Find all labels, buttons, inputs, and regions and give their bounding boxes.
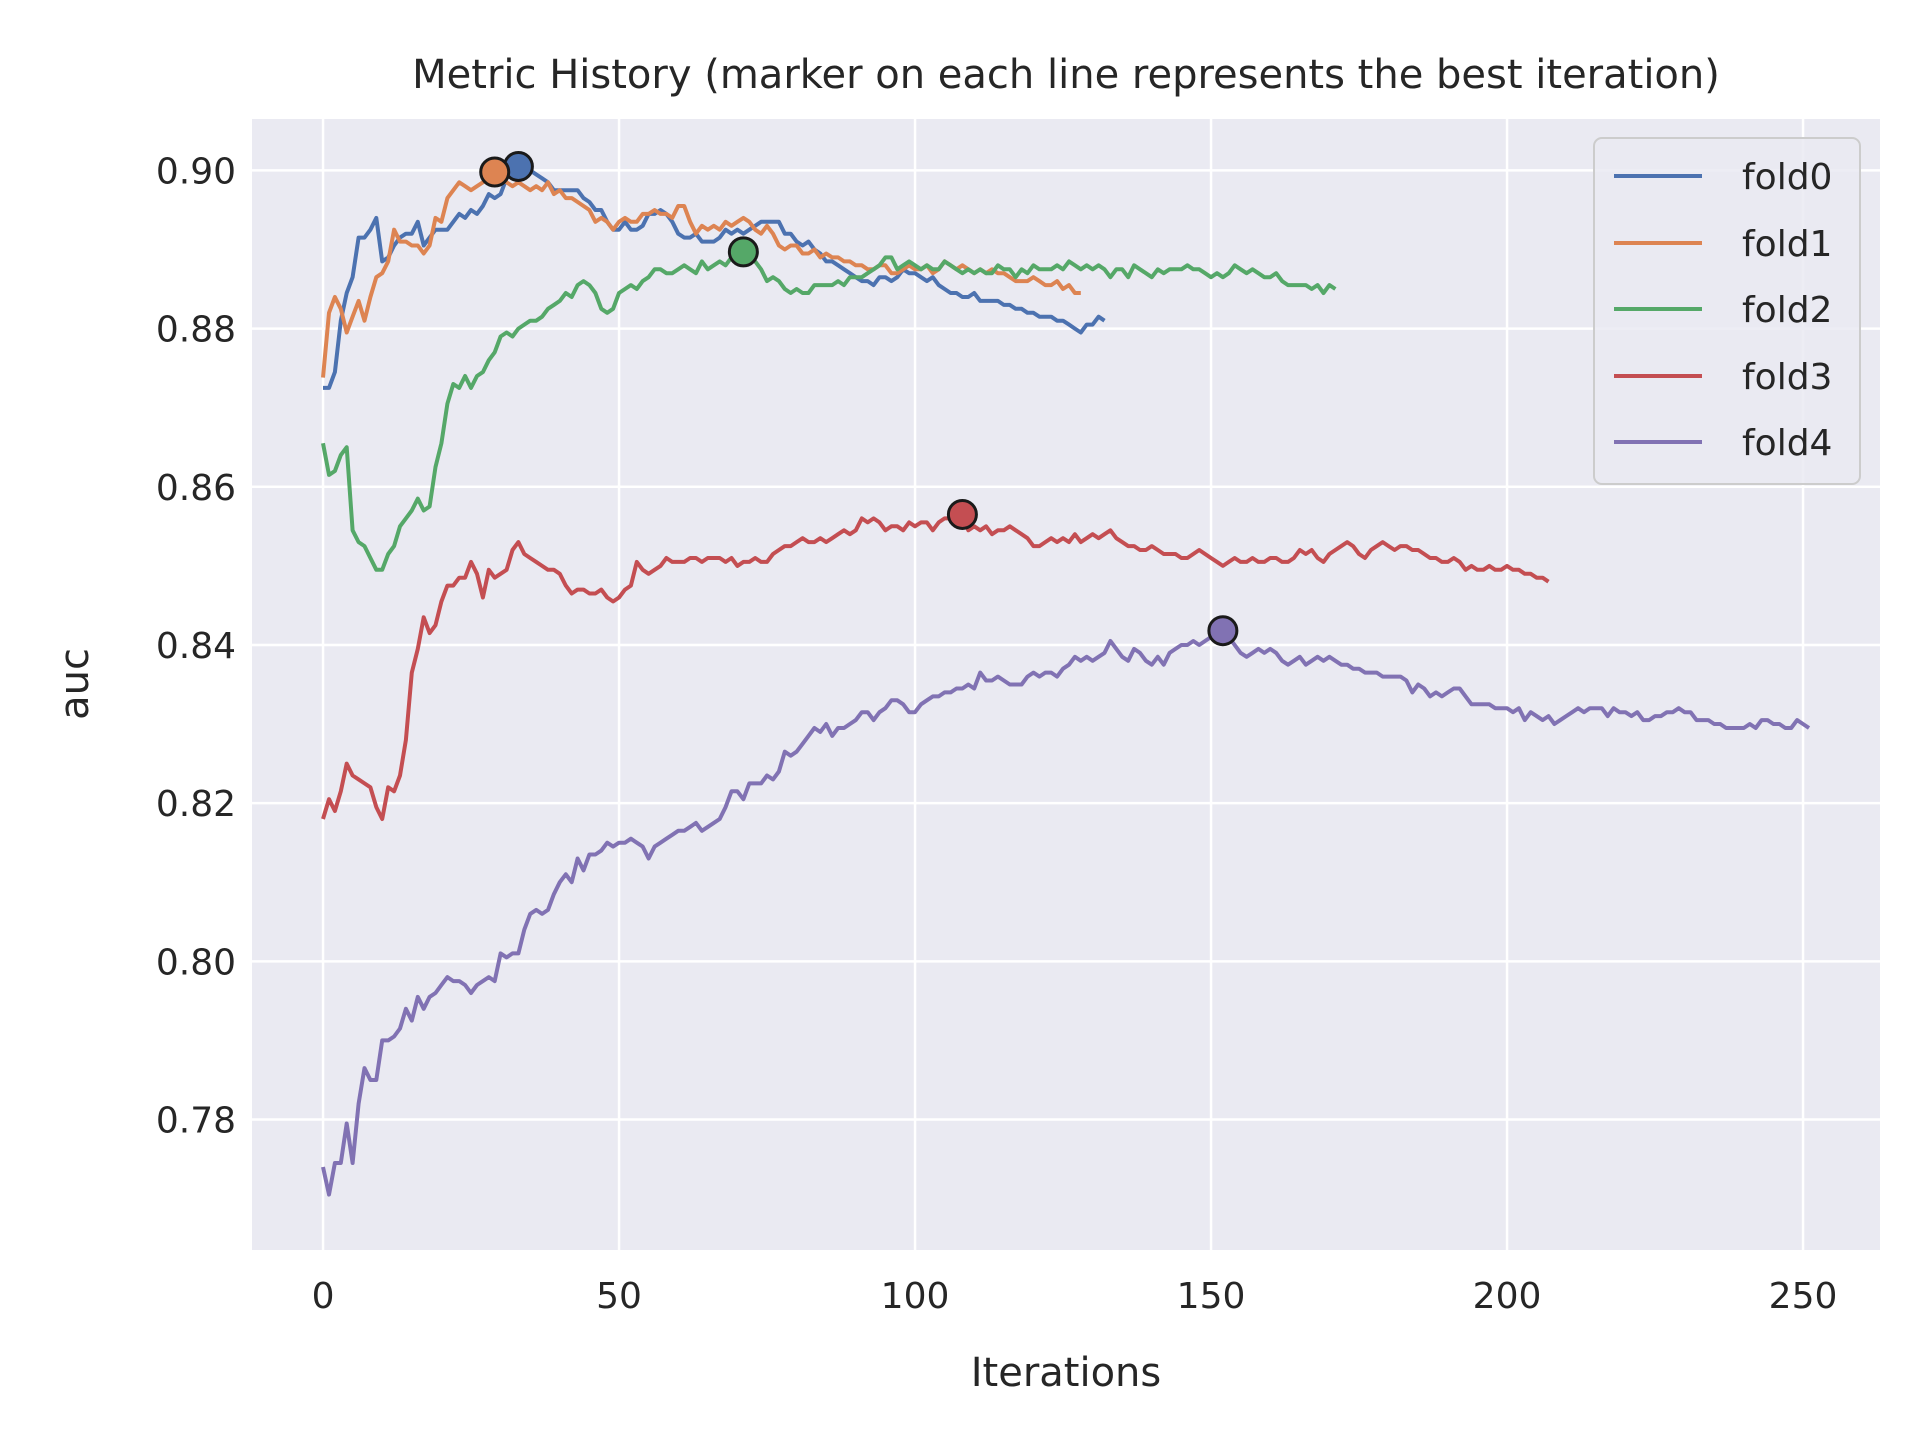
legend-label-fold1: fold1	[1742, 224, 1832, 265]
y-tick-label: 0.82	[156, 784, 236, 825]
legend-label-fold3: fold3	[1742, 357, 1832, 398]
y-tick-label: 0.80	[156, 942, 236, 983]
legend-item-fold3: fold3	[1614, 357, 1832, 398]
chart-title: Metric History (marker on each line repr…	[412, 52, 1720, 98]
lines-layer	[321, 164, 1811, 1197]
ticks-layer: 0.78 0.80 0.82 0.84 0.86 0.88 0.90 0 50 100 150 200…	[156, 151, 1838, 1317]
y-tick-label: 0.86	[156, 468, 236, 509]
y-tick-label: 0.90	[156, 151, 236, 192]
x-tick-label: 200	[1473, 1276, 1542, 1317]
best-marker-fold1	[479, 156, 511, 188]
legend-label-fold0: fold0	[1742, 157, 1832, 198]
x-tick-label: 150	[1177, 1276, 1246, 1317]
series-line-fold4	[321, 628, 1811, 1197]
x-tick-label: 0	[312, 1276, 335, 1317]
best-marker-fold3	[946, 498, 978, 530]
best-marker-fold2	[727, 236, 759, 268]
x-axis-title: Iterations	[971, 1350, 1162, 1396]
legend-item-fold0: fold0	[1614, 157, 1832, 198]
best-marker-fold4	[1207, 615, 1239, 647]
y-tick-label: 0.78	[156, 1101, 236, 1142]
legend-item-fold1: fold1	[1614, 224, 1832, 265]
legend-item-fold2: fold2	[1614, 290, 1832, 331]
legend-item-fold4: fold4	[1614, 423, 1832, 464]
legend-box	[1593, 137, 1861, 485]
legend-label-fold4: fold4	[1742, 423, 1832, 464]
series-line-fold2	[321, 249, 1337, 572]
markers-layer	[479, 150, 1239, 647]
y-tick-label: 0.84	[156, 626, 236, 667]
y-tick-label: 0.88	[156, 310, 236, 351]
x-tick-label: 50	[596, 1276, 642, 1317]
series-line-fold3	[321, 512, 1550, 821]
series-line-fold0	[323, 164, 1106, 390]
x-tick-label: 100	[881, 1276, 950, 1317]
x-tick-label: 250	[1769, 1276, 1838, 1317]
legend: fold0 fold1 fold2 fold3 fold4	[1593, 137, 1861, 485]
legend-label-fold2: fold2	[1742, 290, 1832, 331]
y-axis-title: auc	[52, 648, 98, 720]
